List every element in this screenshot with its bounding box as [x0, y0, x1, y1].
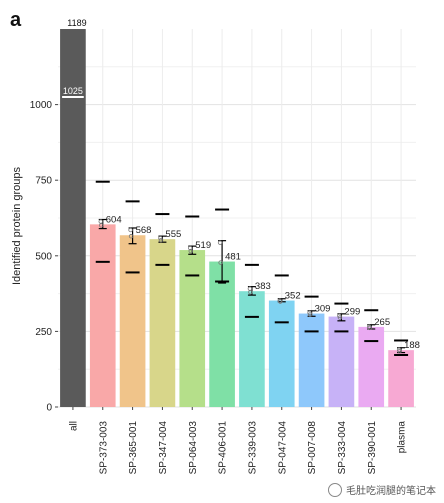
replicate-point	[128, 227, 133, 233]
data-label-sp-365-001: 568	[136, 225, 152, 236]
panel-label: a	[10, 9, 22, 31]
replicate-point	[367, 324, 372, 329]
all-sub-label: 1025	[63, 86, 83, 96]
bar-sp-365-001	[119, 235, 146, 407]
data-label-sp-007-008: 309	[315, 304, 331, 315]
replicate-point	[247, 286, 253, 291]
data-label-sp-064-003: 519	[195, 240, 211, 251]
x-tick-label: SP-339-003	[247, 421, 258, 475]
bar-sp-373-003	[89, 224, 116, 407]
data-labels: 1025 1189 604 568 555 519 481 383 352 309 299 265 18…	[63, 18, 420, 351]
x-tick-label: SP-365-001	[128, 421, 139, 475]
bar-sp-390-001	[358, 326, 385, 407]
y-axis-label: Identified protein groups	[11, 166, 23, 285]
replicate-point	[98, 219, 103, 224]
data-label-sp-406-001: 481	[225, 252, 241, 263]
bar-sp-333-004	[328, 316, 355, 407]
x-tick-label: SP-007-008	[307, 421, 318, 475]
x-tick-label: SP-373-003	[98, 421, 109, 475]
x-tick-label: plasma	[397, 421, 408, 454]
axes: 0 250 500 750 1000 all SP-373-003 SP-365-001 SP-…	[30, 100, 408, 474]
error-marks	[62, 96, 409, 356]
replicate-point	[307, 310, 312, 316]
y-tick-label: 1000	[30, 100, 53, 111]
replicate-point	[277, 298, 282, 303]
bar-plasma	[388, 350, 414, 407]
x-tick-label: SP-406-001	[218, 421, 229, 475]
x-tick-label: all	[68, 421, 79, 431]
y-tick-label: 0	[46, 403, 52, 414]
replicate-point	[218, 260, 223, 265]
bar-sp-347-004	[149, 239, 176, 407]
bars	[60, 29, 414, 407]
bar-all	[60, 29, 86, 407]
bar-sp-406-001	[209, 261, 235, 407]
bar-sp-007-008	[298, 313, 325, 407]
data-label-plasma: 188	[404, 340, 420, 351]
x-tick-label: SP-333-004	[337, 421, 348, 475]
replicate-point	[217, 240, 223, 245]
data-label-sp-333-004: 299	[344, 307, 360, 318]
data-label-sp-047-004: 352	[285, 291, 301, 302]
replicate-point	[158, 235, 163, 241]
replicate-point	[396, 347, 402, 352]
replicate-point	[128, 234, 134, 239]
replicate-point	[158, 237, 164, 243]
replicate-point	[188, 245, 193, 251]
data-label-all: 1189	[67, 18, 86, 28]
x-tick-label: SP-047-004	[277, 421, 288, 475]
watermark-text: 毛肚吃润腿的笔记本	[346, 486, 436, 497]
x-tick-label: SP-390-001	[367, 421, 378, 475]
replicate-point	[337, 313, 342, 319]
bar-sp-064-003	[179, 250, 206, 407]
y-tick-label: 500	[35, 251, 52, 262]
data-label-sp-390-001: 265	[374, 317, 390, 328]
bar-sp-339-003	[239, 291, 265, 407]
y-tick-label: 250	[35, 327, 52, 338]
x-tick-label: SP-064-003	[188, 421, 199, 475]
replicate-point	[188, 248, 193, 254]
data-label-sp-373-003: 604	[106, 214, 122, 225]
data-label-sp-347-004: 555	[165, 229, 181, 240]
watermark: 毛肚吃润腿的笔记本	[328, 482, 436, 497]
wechat-icon	[328, 482, 342, 497]
y-tick-label: 750	[35, 176, 52, 187]
data-label-sp-339-003: 383	[255, 281, 271, 292]
bar-sp-047-004	[268, 300, 295, 407]
x-tick-label: SP-347-004	[158, 421, 169, 475]
